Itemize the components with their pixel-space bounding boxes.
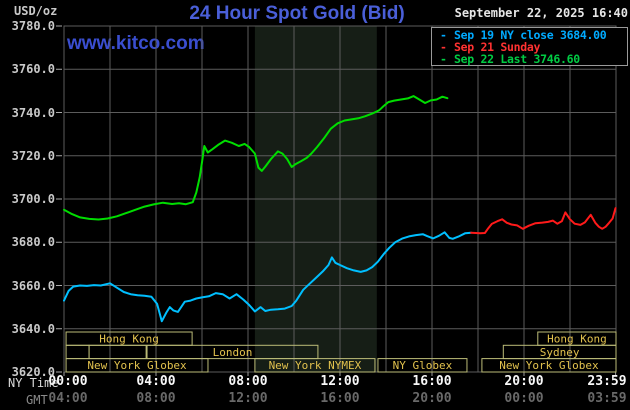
session-box-ny-globex	[377, 358, 468, 373]
legend-label: Sep 21 Sunday	[454, 40, 541, 54]
x-axis-label-ny: 16:00	[412, 374, 452, 389]
session-label: New York Globex	[499, 359, 599, 372]
legend-box: - Sep 19 NY close 3684.00 - Sep 21 Sunda…	[431, 27, 628, 66]
session-label: London	[213, 346, 253, 359]
kitco-watermark-link[interactable]: www.kitco.com	[67, 33, 205, 54]
x-axis-label-ny: 20:00	[504, 374, 544, 389]
x-axis-label-gmt: 04:00	[48, 391, 88, 406]
y-axis-label: 3740.0	[11, 105, 55, 120]
x-axis-label-gmt: 16:00	[320, 391, 360, 406]
x-axis-label-gmt: 20:00	[412, 391, 452, 406]
x-axis-label-gmt: 00:00	[504, 391, 544, 406]
legend-label: Sep 22 Last 3746.60	[454, 52, 580, 66]
x-axis-label-gmt: 03:59	[587, 391, 627, 406]
session-box-new-york-globex	[65, 358, 209, 373]
session-label: New York NYMEX	[269, 359, 362, 372]
legend-dash-icon: -	[440, 28, 447, 42]
y-axis-label: 3640.0	[11, 321, 55, 336]
x-axis-label-ny: 23:59	[587, 374, 627, 389]
y-axis-label: 3660.0	[11, 278, 55, 293]
x-axis-label-ny: 04:00	[136, 374, 176, 389]
price-line-sep-21-sunday	[470, 207, 617, 235]
y-axis-label: 3760.0	[11, 62, 55, 77]
legend-item-sep19: - Sep 19 NY close 3684.00	[440, 29, 627, 41]
session-box	[65, 344, 90, 360]
page-title: 24 Hour Spot Gold (Bid)	[189, 3, 405, 24]
y-axis-label: 3720.0	[11, 148, 55, 163]
x-axis-label-ny: 12:00	[320, 374, 360, 389]
x-axis-label-gmt: 12:00	[228, 391, 268, 406]
legend-dash-icon: -	[440, 40, 447, 54]
session-box	[88, 344, 147, 360]
y-axis-label: 3680.0	[11, 235, 55, 250]
gmt-axis-caption: GMT	[26, 393, 48, 407]
x-axis-label-ny: 08:00	[228, 374, 268, 389]
price-line-sep-19-ny-close	[63, 231, 473, 323]
legend-item-sep21: - Sep 21 Sunday	[440, 41, 627, 53]
session-label: Hong Kong	[99, 333, 159, 346]
ny-time-axis-caption: NY Time	[8, 376, 59, 390]
session-label: NY Globex	[393, 359, 453, 372]
session-box-new-york-globex	[481, 358, 617, 373]
legend-item-sep22: - Sep 22 Last 3746.60	[440, 53, 627, 65]
unit-label: USD/oz	[14, 4, 58, 18]
y-axis-label: 3620.0	[11, 365, 55, 379]
x-axis-label-ny: 00:00	[48, 374, 88, 389]
session-box-london	[146, 344, 319, 360]
legend-label: Sep 19 NY close 3684.00	[454, 28, 607, 42]
session-label: Sydney	[540, 346, 580, 359]
x-axis-label-gmt: 08:00	[136, 391, 176, 406]
price-line-sep-22-last	[63, 95, 449, 221]
session-label: Hong Kong	[547, 333, 607, 346]
session-label: New York Globex	[87, 359, 187, 372]
session-box-new-york-nymex	[254, 358, 376, 373]
y-axis-label: 3700.0	[11, 192, 55, 206]
datetime-stamp: September 22, 2025 16:40	[454, 6, 628, 20]
y-axis-label: 3780.0	[11, 19, 55, 33]
legend-dash-icon: -	[440, 52, 447, 66]
